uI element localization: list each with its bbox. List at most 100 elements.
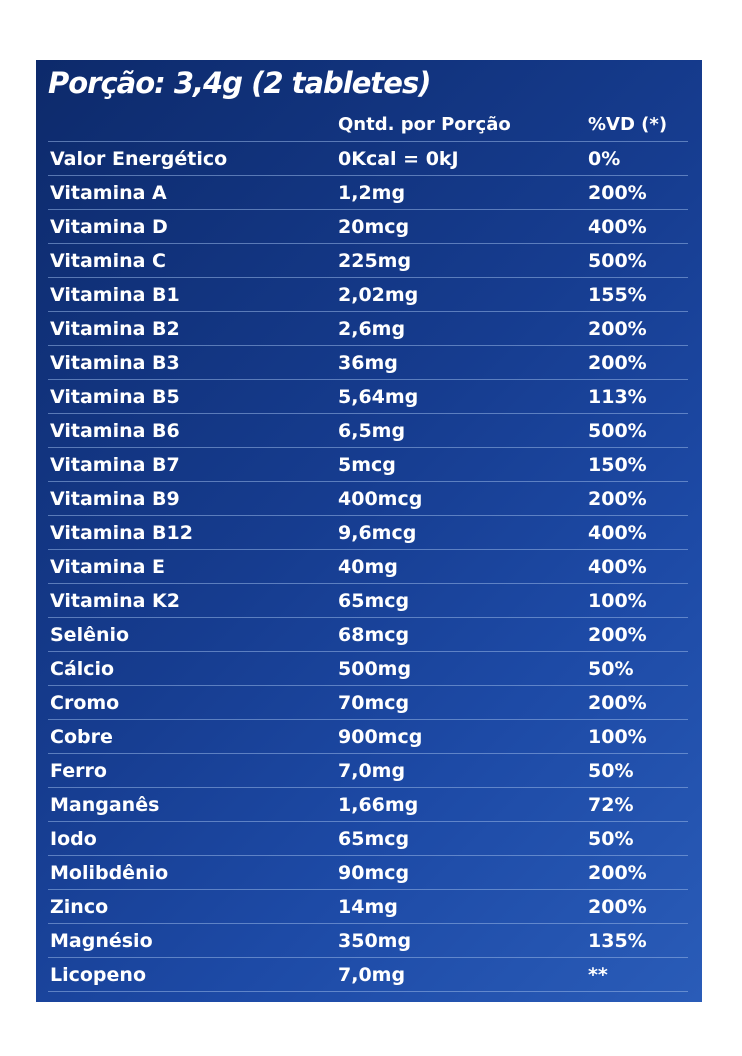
nutrient-name: Valor Energético xyxy=(50,148,228,170)
nutrient-amount: 7,0mg xyxy=(338,964,406,986)
table-row: Cromo 70mcg 200% xyxy=(48,686,688,720)
nutrient-daily-value: 100% xyxy=(588,726,647,748)
header-daily-value: %VD (*) xyxy=(588,114,668,135)
nutrient-name: Vitamina B12 xyxy=(50,522,193,544)
table-row: Licopeno 7,0mg ** xyxy=(48,958,688,992)
table-row: Cobre 900mcg 100% xyxy=(48,720,688,754)
header-amount-per-serving: Qntd. por Porção xyxy=(338,114,511,135)
nutrient-name: Vitamina B7 xyxy=(50,454,180,476)
nutrient-daily-value: 200% xyxy=(588,896,647,918)
nutrient-daily-value: 200% xyxy=(588,862,647,884)
nutrient-name: Vitamina D xyxy=(50,216,168,238)
nutrient-name: Vitamina B2 xyxy=(50,318,180,340)
nutrient-daily-value: 400% xyxy=(588,556,647,578)
nutrient-name: Ferro xyxy=(50,760,107,782)
nutrient-amount: 14mg xyxy=(338,896,398,918)
nutrient-daily-value: 155% xyxy=(588,284,647,306)
nutrient-daily-value: ** xyxy=(588,964,608,986)
nutrient-name: Licopeno xyxy=(50,964,147,986)
nutrient-name: Vitamina B9 xyxy=(50,488,180,510)
nutrient-amount: 36mg xyxy=(338,352,398,374)
nutrient-name: Vitamina B3 xyxy=(50,352,180,374)
nutrient-name: Selênio xyxy=(50,624,130,646)
nutrient-name: Cobre xyxy=(50,726,113,748)
nutrient-daily-value: 500% xyxy=(588,250,647,272)
nutrient-amount: 400mcg xyxy=(338,488,423,510)
nutrition-facts-panel: Porção: 3,4g (2 tabletes) Qntd. por Porç… xyxy=(36,60,702,1002)
nutrient-daily-value: 200% xyxy=(588,624,647,646)
table-row: Vitamina B12 9,6mcg 400% xyxy=(48,516,688,550)
table-row: Magnésio 350mg 135% xyxy=(48,924,688,958)
nutrient-amount: 65mcg xyxy=(338,590,410,612)
nutrient-amount: 1,2mg xyxy=(338,182,406,204)
nutrient-daily-value: 200% xyxy=(588,352,647,374)
nutrient-daily-value: 50% xyxy=(588,828,634,850)
nutrient-daily-value: 200% xyxy=(588,488,647,510)
nutrient-daily-value: 200% xyxy=(588,692,647,714)
table-row: Vitamina K2 65mcg 100% xyxy=(48,584,688,618)
nutrient-amount: 500mg xyxy=(338,658,412,680)
nutrient-daily-value: 100% xyxy=(588,590,647,612)
nutrient-daily-value: 400% xyxy=(588,522,647,544)
nutrient-name: Vitamina A xyxy=(50,182,167,204)
nutrient-daily-value: 50% xyxy=(588,760,634,782)
nutrient-name: Cálcio xyxy=(50,658,115,680)
nutrient-name: Iodo xyxy=(50,828,97,850)
nutrient-daily-value: 500% xyxy=(588,420,647,442)
table-header: Qntd. por Porção %VD (*) xyxy=(48,108,688,142)
nutrient-amount: 225mg xyxy=(338,250,412,272)
nutrient-daily-value: 200% xyxy=(588,182,647,204)
nutrient-name: Molibdênio xyxy=(50,862,169,884)
table-row: Manganês 1,66mg 72% xyxy=(48,788,688,822)
table-row: Ferro 7,0mg 50% xyxy=(48,754,688,788)
serving-title: Porção: 3,4g (2 tabletes) xyxy=(48,66,431,100)
nutrient-name: Vitamina B1 xyxy=(50,284,180,306)
nutrient-amount: 70mcg xyxy=(338,692,410,714)
nutrient-amount: 40mg xyxy=(338,556,398,578)
nutrient-daily-value: 200% xyxy=(588,318,647,340)
table-row: Vitamina D 20mcg 400% xyxy=(48,210,688,244)
nutrient-amount: 5,64mg xyxy=(338,386,419,408)
table-row: Vitamina B6 6,5mg 500% xyxy=(48,414,688,448)
nutrient-daily-value: 50% xyxy=(588,658,634,680)
nutrient-amount: 65mcg xyxy=(338,828,410,850)
nutrient-name: Vitamina B5 xyxy=(50,386,180,408)
nutrient-daily-value: 150% xyxy=(588,454,647,476)
table-row: Vitamina B1 2,02mg 155% xyxy=(48,278,688,312)
nutrition-table: Qntd. por Porção %VD (*) Valor Energétic… xyxy=(48,108,688,992)
nutrient-amount: 2,02mg xyxy=(338,284,419,306)
table-row: Selênio 68mcg 200% xyxy=(48,618,688,652)
table-row: Vitamina B9 400mcg 200% xyxy=(48,482,688,516)
nutrient-daily-value: 113% xyxy=(588,386,647,408)
nutrient-daily-value: 135% xyxy=(588,930,647,952)
nutrient-name: Vitamina C xyxy=(50,250,167,272)
table-row: Iodo 65mcg 50% xyxy=(48,822,688,856)
table-row: Vitamina B7 5mcg 150% xyxy=(48,448,688,482)
nutrient-amount: 20mcg xyxy=(338,216,410,238)
nutrient-name: Manganês xyxy=(50,794,160,816)
nutrient-amount: 5mcg xyxy=(338,454,396,476)
table-row: Cálcio 500mg 50% xyxy=(48,652,688,686)
table-row: Valor Energético 0Kcal = 0kJ 0% xyxy=(48,142,688,176)
table-row: Vitamina B3 36mg 200% xyxy=(48,346,688,380)
nutrient-amount: 2,6mg xyxy=(338,318,406,340)
table-row: Vitamina C 225mg 500% xyxy=(48,244,688,278)
table-row: Vitamina A 1,2mg 200% xyxy=(48,176,688,210)
table-row: Vitamina B2 2,6mg 200% xyxy=(48,312,688,346)
nutrient-name: Cromo xyxy=(50,692,120,714)
nutrient-amount: 0Kcal = 0kJ xyxy=(338,148,459,170)
nutrient-name: Vitamina K2 xyxy=(50,590,181,612)
nutrient-amount: 900mcg xyxy=(338,726,423,748)
nutrient-name: Magnésio xyxy=(50,930,153,952)
nutrient-amount: 350mg xyxy=(338,930,412,952)
nutrient-amount: 7,0mg xyxy=(338,760,406,782)
table-row: Zinco 14mg 200% xyxy=(48,890,688,924)
nutrient-amount: 6,5mg xyxy=(338,420,406,442)
table-row: Vitamina E 40mg 400% xyxy=(48,550,688,584)
nutrient-name: Vitamina B6 xyxy=(50,420,180,442)
nutrient-name: Zinco xyxy=(50,896,109,918)
nutrient-daily-value: 400% xyxy=(588,216,647,238)
nutrient-amount: 9,6mcg xyxy=(338,522,417,544)
nutrient-amount: 90mcg xyxy=(338,862,410,884)
nutrient-amount: 1,66mg xyxy=(338,794,419,816)
